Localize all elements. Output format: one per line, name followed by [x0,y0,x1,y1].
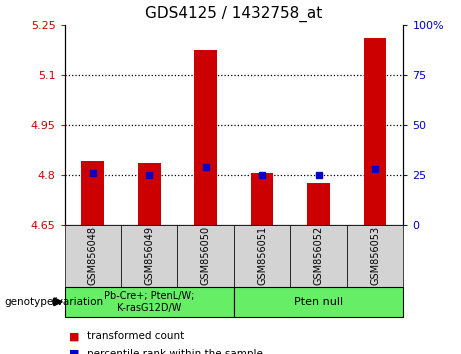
Text: GSM856050: GSM856050 [201,226,211,285]
Text: ■: ■ [69,331,80,341]
Text: percentile rank within the sample: percentile rank within the sample [87,349,263,354]
Text: GSM856049: GSM856049 [144,226,154,285]
Bar [251,173,273,225]
Bar [195,50,217,225]
Text: genotype/variation: genotype/variation [5,297,104,307]
Text: GSM856048: GSM856048 [88,226,98,285]
Bar [307,183,330,225]
Text: GSM856052: GSM856052 [313,226,324,285]
Text: GSM856051: GSM856051 [257,226,267,285]
Text: transformed count: transformed count [87,331,184,341]
Bar [364,38,386,225]
Text: ■: ■ [69,349,80,354]
Bar [82,161,104,225]
Bar [138,163,160,225]
Text: Pb-Cre+; PtenL/W;
K-rasG12D/W: Pb-Cre+; PtenL/W; K-rasG12D/W [104,291,195,313]
Text: GSM856053: GSM856053 [370,226,380,285]
Text: Pten null: Pten null [294,297,343,307]
Title: GDS4125 / 1432758_at: GDS4125 / 1432758_at [145,6,323,22]
